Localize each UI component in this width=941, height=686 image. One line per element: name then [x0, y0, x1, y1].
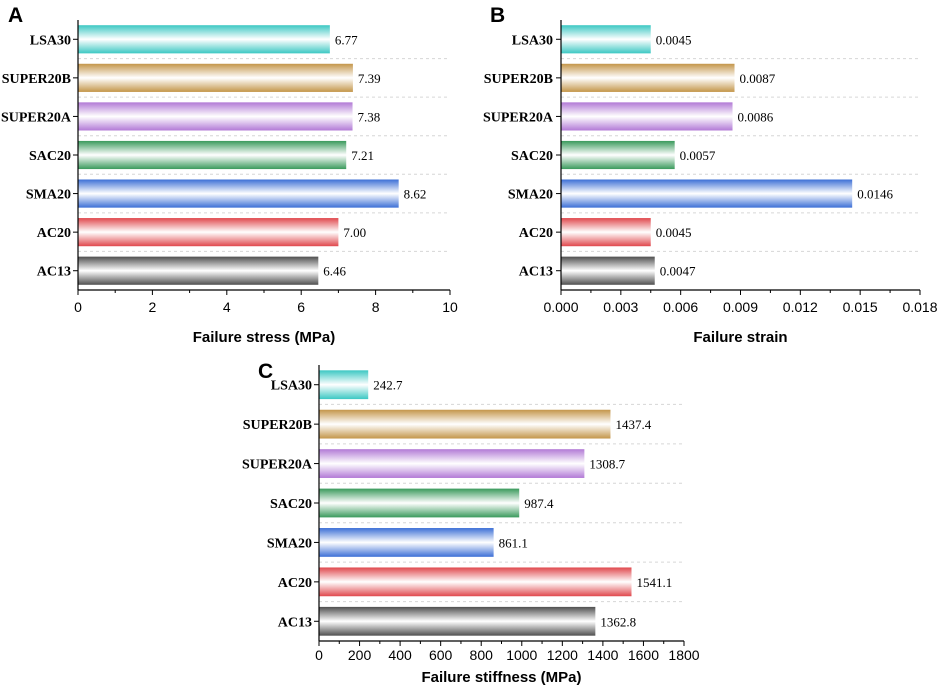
- category-label: AC13: [37, 265, 71, 280]
- x-tick-label: 0.012: [783, 299, 818, 315]
- bar-super20b: [78, 63, 353, 92]
- value-label: 1362.8: [600, 614, 636, 629]
- bar-lsa30: [319, 370, 369, 400]
- value-label: 1437.4: [615, 417, 651, 432]
- value-label: 1308.7: [589, 457, 625, 472]
- bar-super20b: [561, 63, 735, 92]
- bar-sac20: [319, 488, 520, 518]
- category-label: SMA20: [508, 188, 553, 203]
- x-tick-label: 1000: [506, 647, 537, 663]
- category-label: LSA30: [512, 33, 553, 48]
- bar-super20a: [78, 102, 353, 131]
- bar-sma20: [78, 179, 399, 208]
- category-label: SMA20: [26, 188, 71, 203]
- x-tick-label: 400: [388, 647, 412, 663]
- bar-ac20: [319, 567, 632, 597]
- x-axis-title: Failure stiffness (MPa): [421, 669, 581, 686]
- category-label: SUPER20A: [1, 110, 72, 125]
- x-tick-label: 8: [372, 299, 380, 315]
- x-tick-label: 0.003: [603, 299, 638, 315]
- category-label: AC20: [278, 576, 312, 591]
- bar-sma20: [561, 179, 853, 208]
- panel-label: C: [258, 360, 273, 383]
- x-tick-label: 0.006: [663, 299, 698, 315]
- value-label: 861.1: [499, 535, 528, 550]
- x-tick-label: 1800: [668, 647, 699, 663]
- x-tick-label: 0.018: [902, 299, 937, 315]
- x-tick-label: 0.015: [843, 299, 878, 315]
- x-tick-label: 600: [429, 647, 453, 663]
- value-label: 6.77: [335, 32, 358, 47]
- bar-lsa30: [78, 25, 330, 54]
- value-label: 7.39: [358, 71, 381, 86]
- value-label: 1541.1: [637, 575, 673, 590]
- x-tick-label: 10: [442, 299, 458, 315]
- bar-sma20: [319, 528, 494, 557]
- value-label: 7.21: [351, 148, 374, 163]
- x-tick-label: 6: [297, 299, 305, 315]
- bar-ac13: [561, 256, 655, 285]
- category-label: SUPER20B: [2, 72, 71, 87]
- x-tick-label: 1600: [628, 647, 659, 663]
- x-tick-label: 800: [470, 647, 494, 663]
- x-tick-label: 1400: [587, 647, 618, 663]
- value-label: 0.0087: [740, 71, 776, 86]
- category-label: SAC20: [29, 149, 71, 164]
- value-label: 6.46: [323, 264, 346, 279]
- category-label: SAC20: [511, 149, 553, 164]
- panel-b-chart: B LSA30 0.0045 SUPER20B 0.0087 SUPER20A 0.0086…: [483, 4, 938, 346]
- bar-super20b: [319, 409, 611, 439]
- value-label: 0.0047: [660, 264, 696, 279]
- x-axis-title: Failure strain: [693, 329, 787, 346]
- x-tick-label: 1200: [547, 647, 578, 663]
- bar-ac20: [561, 218, 651, 247]
- value-label: 0.0086: [738, 109, 774, 124]
- category-label: AC13: [519, 265, 553, 280]
- category-label: AC20: [37, 226, 71, 241]
- panel-label: A: [8, 4, 23, 27]
- x-axis-title: Failure stress (MPa): [193, 329, 336, 346]
- bar-super20a: [319, 449, 585, 478]
- bar-super20a: [561, 102, 733, 131]
- value-label: 8.62: [404, 187, 427, 202]
- category-label: LSA30: [30, 33, 71, 48]
- value-label: 0.0057: [680, 148, 716, 163]
- x-tick-label: 0: [74, 299, 82, 315]
- x-tick-label: 0: [315, 647, 323, 663]
- bar-ac13: [319, 606, 596, 636]
- category-label: LSA30: [271, 379, 312, 394]
- category-label: SUPER20B: [243, 418, 312, 433]
- x-tick-label: 4: [223, 299, 231, 315]
- category-label: SMA20: [267, 536, 312, 551]
- panel-label: B: [490, 4, 505, 27]
- category-label: SUPER20A: [242, 458, 313, 473]
- category-label: SUPER20B: [484, 72, 553, 87]
- value-label: 0.0045: [656, 225, 692, 240]
- panel-a-chart: A LSA30 6.77 SUPER20B 7.39 SUPER20A 7.38 SAC20 7…: [1, 4, 458, 346]
- category-label: AC13: [278, 615, 312, 630]
- x-tick-label: 200: [348, 647, 372, 663]
- category-label: AC20: [519, 226, 553, 241]
- value-label: 0.0146: [857, 187, 893, 202]
- bar-ac13: [78, 256, 319, 285]
- category-label: SAC20: [270, 497, 312, 512]
- value-label: 242.7: [373, 378, 403, 393]
- x-tick-label: 0.000: [543, 299, 578, 315]
- value-label: 7.00: [343, 225, 366, 240]
- bar-sac20: [561, 140, 675, 170]
- x-tick-label: 2: [149, 299, 157, 315]
- category-label: SUPER20A: [483, 110, 554, 125]
- bar-lsa30: [561, 25, 651, 54]
- x-tick-label: 0.009: [723, 299, 758, 315]
- value-label: 987.4: [524, 496, 554, 511]
- bar-ac20: [78, 218, 339, 247]
- value-label: 7.38: [358, 109, 381, 124]
- bar-sac20: [78, 140, 347, 170]
- value-label: 0.0045: [656, 32, 692, 47]
